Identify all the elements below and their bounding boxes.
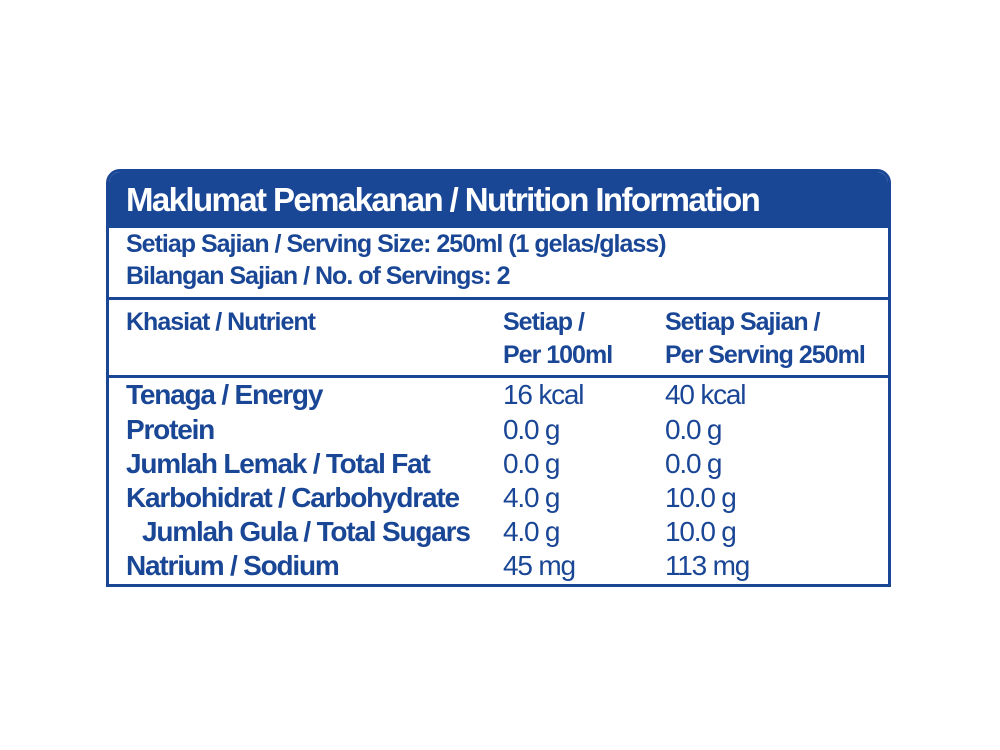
header-per100-line1: Setiap / <box>503 308 585 336</box>
nutrient-name: Jumlah Lemak / Total Fat <box>126 448 431 479</box>
value-perserving: 40 kcal <box>665 379 747 410</box>
value-per100: 4.0 g <box>503 516 560 547</box>
serving-size: Setiap Sajian / Serving Size: 250ml (1 g… <box>126 230 667 258</box>
value-perserving: 0.0 g <box>665 414 722 445</box>
value-per100: 45 mg <box>503 550 576 581</box>
value-per100: 16 kcal <box>503 379 585 410</box>
header-nutrient: Khasiat / Nutrient <box>126 308 316 336</box>
nutrient-name: Protein <box>126 414 215 445</box>
value-perserving: 113 mg <box>665 550 750 581</box>
header-per100-line2: Per 100ml <box>503 341 613 369</box>
servings-count: Bilangan Sajian / No. of Servings: 2 <box>126 262 511 290</box>
nutrient-name: Karbohidrat / Carbohydrate <box>126 482 460 513</box>
nutrient-name: Tenaga / Energy <box>126 379 323 410</box>
divider-header <box>109 375 888 378</box>
value-per100: 0.0 g <box>503 414 560 445</box>
value-per100: 4.0 g <box>503 482 560 513</box>
panel-title: Maklumat Pemakanan / Nutrition Informati… <box>109 172 888 228</box>
value-perserving: 10.0 g <box>665 482 737 513</box>
value-per100: 0.0 g <box>503 448 560 479</box>
nutrient-name: Jumlah Gula / Total Sugars <box>142 516 471 547</box>
value-perserving: 10.0 g <box>665 516 737 547</box>
header-perserving-line1: Setiap Sajian / <box>665 308 821 336</box>
value-perserving: 0.0 g <box>665 448 722 479</box>
divider-serving <box>109 297 888 300</box>
header-perserving-line2: Per Serving 250ml <box>665 341 866 369</box>
nutrition-panel: Maklumat Pemakanan / Nutrition Informati… <box>106 169 891 587</box>
nutrient-name: Natrium / Sodium <box>126 550 340 581</box>
